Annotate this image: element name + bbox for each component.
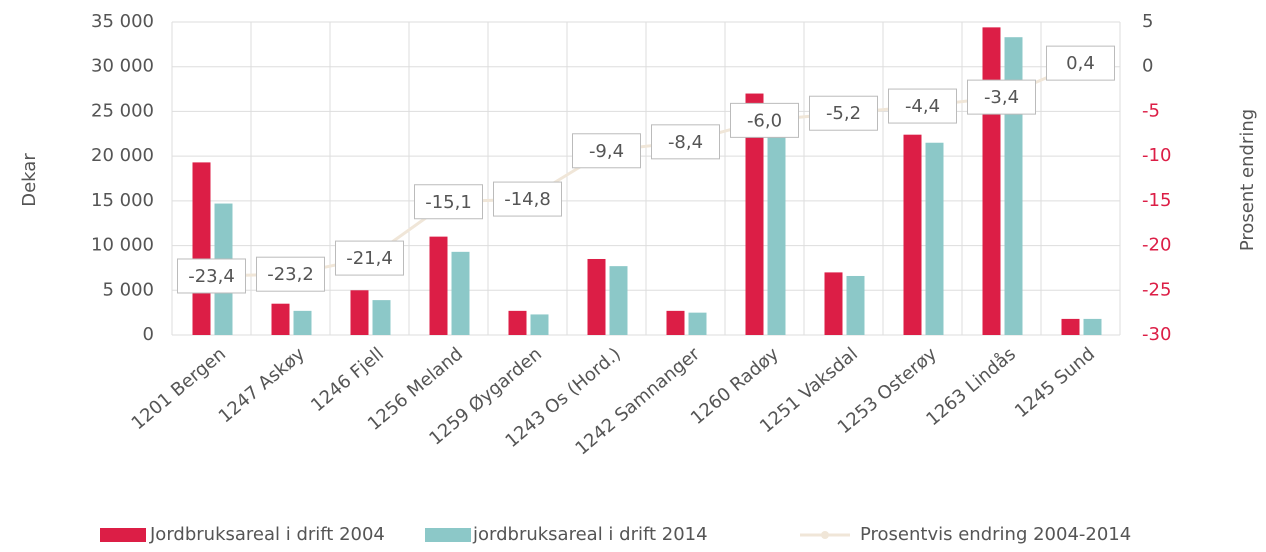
y-tick-label: 5 000 bbox=[102, 279, 154, 300]
bar bbox=[451, 251, 470, 335]
legend-label: Jordbruksareal i drift 2004 bbox=[149, 524, 385, 545]
legend-label: Prosentvis endring 2004-2014 bbox=[860, 524, 1131, 545]
bar bbox=[1083, 318, 1102, 335]
data-label: -23,2 bbox=[267, 264, 314, 285]
y2-tick-label: -5 bbox=[1142, 100, 1160, 121]
bar bbox=[903, 134, 922, 335]
data-label: 0,4 bbox=[1066, 53, 1095, 74]
y2-axis-title: Prosent endring bbox=[1237, 109, 1258, 251]
data-label: -3,4 bbox=[984, 87, 1019, 108]
y2-tick-label: -20 bbox=[1142, 235, 1171, 256]
bar bbox=[587, 258, 606, 335]
bar bbox=[372, 300, 391, 335]
data-label-box bbox=[967, 79, 1036, 115]
legend-swatch bbox=[425, 528, 471, 542]
y-axis-title: Dekar bbox=[19, 153, 40, 207]
y2-tick-label: 5 bbox=[1142, 11, 1153, 32]
x-tick-label: 1201 Bergen bbox=[128, 344, 230, 435]
bar bbox=[192, 162, 211, 335]
data-label: -21,4 bbox=[346, 248, 393, 269]
data-label: -5,2 bbox=[826, 103, 861, 124]
x-tick-label: 1245 Sund bbox=[1011, 344, 1099, 423]
y-tick-label: 0 bbox=[143, 324, 154, 345]
bar bbox=[982, 27, 1001, 335]
y-tick-label: 20 000 bbox=[91, 145, 154, 166]
data-label-box bbox=[256, 256, 325, 292]
data-label: -15,1 bbox=[425, 192, 472, 213]
data-label-box bbox=[809, 95, 878, 131]
bar bbox=[846, 275, 865, 335]
bar bbox=[350, 290, 369, 335]
bar bbox=[271, 303, 290, 335]
y-tick-label: 30 000 bbox=[91, 56, 154, 77]
bar bbox=[767, 133, 786, 335]
y-tick-label: 10 000 bbox=[91, 235, 154, 256]
x-tick-label: 1246 Fjell bbox=[307, 344, 388, 417]
data-label-box bbox=[414, 184, 483, 220]
data-label-box bbox=[493, 181, 562, 217]
data-label: -9,4 bbox=[589, 141, 624, 162]
data-label-box bbox=[177, 258, 246, 294]
y-tick-label: 15 000 bbox=[91, 190, 154, 211]
legend-swatch bbox=[100, 528, 146, 542]
y2-tick-label: -25 bbox=[1142, 279, 1171, 300]
x-tick-label: 1247 Askøy bbox=[215, 343, 309, 427]
data-label: -8,4 bbox=[668, 132, 703, 153]
legend-label: jordbruksareal i drift 2014 bbox=[472, 524, 708, 545]
data-label: -6,0 bbox=[747, 110, 782, 131]
bar bbox=[293, 310, 312, 335]
data-label-box bbox=[335, 240, 404, 276]
bar bbox=[688, 312, 707, 335]
bar bbox=[508, 310, 527, 335]
y-tick-label: 25 000 bbox=[91, 100, 154, 121]
y2-tick-label: 0 bbox=[1142, 56, 1153, 77]
y2-tick-label: -30 bbox=[1142, 324, 1171, 345]
data-label-box bbox=[1046, 45, 1115, 81]
y2-tick-label: -10 bbox=[1142, 145, 1171, 166]
bar bbox=[530, 314, 549, 335]
bar bbox=[745, 93, 764, 336]
y-tick-label: 35 000 bbox=[91, 11, 154, 32]
data-label-box bbox=[651, 124, 720, 160]
bar bbox=[666, 310, 685, 335]
legend-marker bbox=[821, 531, 829, 539]
bar bbox=[429, 236, 448, 335]
bar bbox=[1061, 318, 1080, 335]
bar bbox=[925, 142, 944, 335]
data-label-box bbox=[888, 88, 957, 124]
bar bbox=[609, 266, 628, 335]
data-label: -4,4 bbox=[905, 96, 940, 117]
data-label: -23,4 bbox=[188, 266, 235, 287]
data-label-box bbox=[572, 133, 641, 169]
data-label: -14,8 bbox=[504, 189, 551, 210]
bar bbox=[824, 272, 843, 335]
data-label-box bbox=[730, 102, 799, 138]
y2-tick-label: -15 bbox=[1142, 190, 1171, 211]
